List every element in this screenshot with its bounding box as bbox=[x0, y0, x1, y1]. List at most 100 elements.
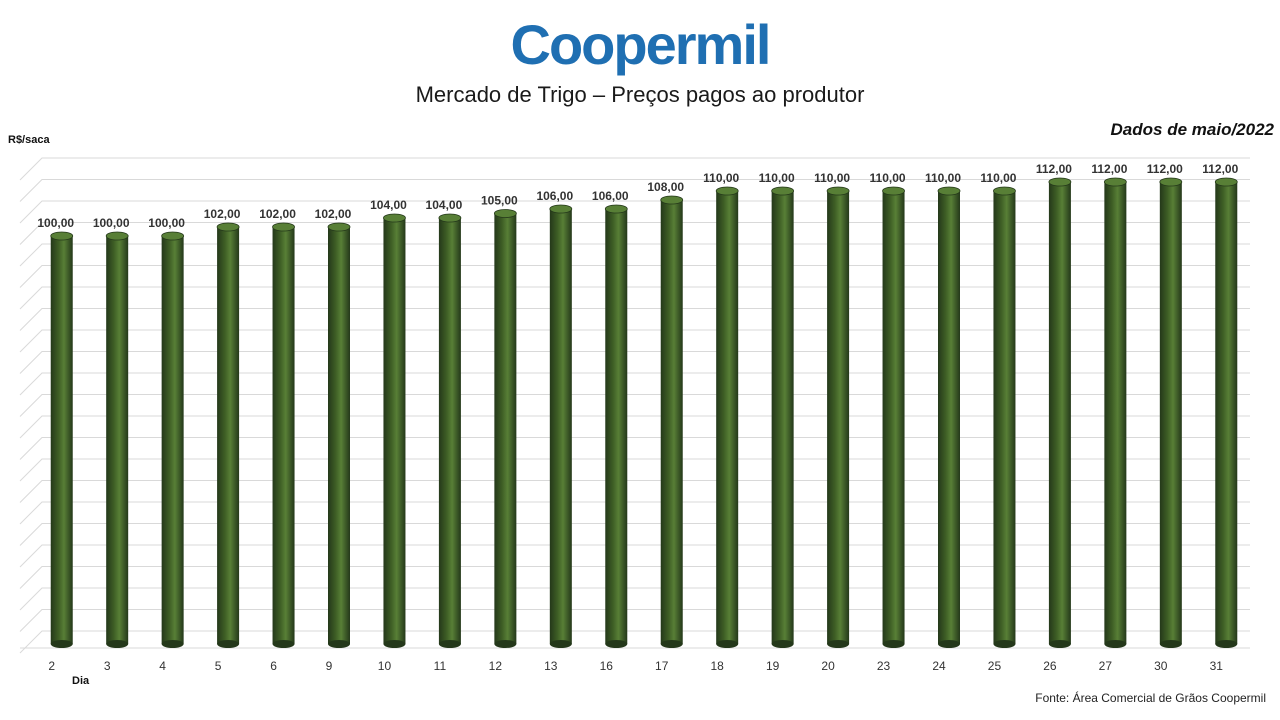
bar bbox=[105, 231, 129, 648]
bar-base bbox=[494, 640, 517, 648]
value-label: 112,00 bbox=[1202, 162, 1238, 176]
bar bbox=[660, 195, 684, 648]
bar bbox=[549, 204, 573, 648]
x-tick-label: 25 bbox=[988, 659, 1002, 673]
bar-body bbox=[993, 191, 1016, 644]
bar-body bbox=[716, 191, 739, 644]
bar-cap bbox=[993, 186, 1016, 196]
bar-body bbox=[217, 227, 240, 644]
x-tick-label: 18 bbox=[711, 659, 725, 673]
value-label: 110,00 bbox=[814, 171, 850, 185]
x-tick-label: 27 bbox=[1099, 659, 1113, 673]
bar-base bbox=[1159, 640, 1182, 648]
bar-body bbox=[106, 236, 129, 644]
bar-body bbox=[1215, 182, 1238, 644]
bar-base bbox=[217, 640, 240, 648]
bar-body bbox=[605, 209, 628, 644]
bar-base bbox=[383, 640, 406, 648]
bar-body bbox=[771, 191, 794, 644]
value-label: 102,00 bbox=[259, 207, 296, 221]
bar-cap bbox=[161, 231, 185, 241]
x-tick-label: 6 bbox=[270, 659, 277, 673]
bar-cap bbox=[216, 222, 240, 232]
bar-body bbox=[50, 236, 73, 644]
x-tick-label: 16 bbox=[600, 659, 614, 673]
bar-body bbox=[549, 209, 572, 644]
bar-cap bbox=[604, 204, 628, 214]
bar-body bbox=[494, 213, 517, 644]
bar-body bbox=[438, 218, 461, 644]
bar-cap bbox=[1159, 177, 1183, 187]
value-label: 100,00 bbox=[148, 216, 185, 230]
bar-body bbox=[328, 227, 350, 644]
coopermil-logo: Coopermil bbox=[0, 8, 1280, 80]
value-label: 106,00 bbox=[536, 189, 573, 203]
bar-cap bbox=[438, 213, 462, 223]
value-label: 110,00 bbox=[925, 171, 961, 185]
bar-body bbox=[1104, 182, 1127, 644]
bar-base bbox=[328, 640, 350, 648]
x-tick-label: 9 bbox=[326, 659, 333, 673]
bar-base bbox=[882, 640, 905, 648]
chart-subtitle: Dados de maio/2022 bbox=[1110, 120, 1274, 139]
bar-base bbox=[106, 640, 129, 648]
value-label: 105,00 bbox=[481, 194, 518, 208]
bar-base bbox=[716, 640, 739, 648]
bar bbox=[1159, 177, 1183, 648]
bar-base bbox=[660, 640, 683, 648]
bar bbox=[50, 231, 74, 648]
bar-base bbox=[161, 640, 184, 648]
x-tick-label: 17 bbox=[655, 659, 669, 673]
bar-cap bbox=[383, 213, 406, 223]
bar-cap bbox=[327, 222, 351, 232]
bar-cap bbox=[1048, 177, 1072, 187]
gridlines bbox=[19, 157, 1250, 654]
bar-cap bbox=[715, 186, 739, 196]
value-label: 110,00 bbox=[759, 171, 795, 185]
bar-body bbox=[827, 191, 850, 644]
bar-body bbox=[272, 227, 295, 644]
bar-body bbox=[882, 191, 905, 644]
bar bbox=[993, 186, 1016, 648]
bar-base bbox=[993, 640, 1016, 648]
x-tick-label: 3 bbox=[104, 659, 111, 673]
x-tick-label: 13 bbox=[544, 659, 558, 673]
bar bbox=[771, 186, 795, 648]
bar-base bbox=[1215, 640, 1238, 648]
chart-title: Mercado de Trigo – Preços pagos ao produ… bbox=[415, 82, 865, 107]
bar bbox=[715, 186, 739, 648]
x-tick-label: 26 bbox=[1043, 659, 1057, 673]
y-axis-label: R$/saca bbox=[8, 134, 50, 146]
bar-cap bbox=[105, 231, 129, 241]
value-label: 112,00 bbox=[1036, 162, 1072, 176]
value-label: 112,00 bbox=[1147, 162, 1183, 176]
x-tick-label: 11 bbox=[434, 659, 447, 673]
gridline bbox=[19, 179, 1250, 202]
x-tick-label: 12 bbox=[489, 659, 503, 673]
bar-base bbox=[1048, 640, 1071, 648]
bar-base bbox=[549, 640, 572, 648]
bar-body bbox=[383, 218, 406, 644]
value-label: 108,00 bbox=[647, 180, 684, 194]
bar bbox=[216, 222, 240, 648]
x-tick-label: 10 bbox=[378, 659, 392, 673]
value-label: 110,00 bbox=[870, 171, 906, 185]
value-label: 100,00 bbox=[37, 216, 74, 230]
x-tick-label: 23 bbox=[877, 659, 891, 673]
bar-cap bbox=[1103, 177, 1127, 187]
bar-base bbox=[605, 640, 628, 648]
bar-cap bbox=[826, 186, 850, 196]
bar bbox=[826, 186, 850, 648]
value-label: 104,00 bbox=[370, 198, 407, 212]
bar-base bbox=[938, 640, 960, 648]
bar-base bbox=[272, 640, 295, 648]
bar bbox=[327, 222, 351, 648]
bar-cap bbox=[1214, 177, 1238, 187]
x-tick-label: 30 bbox=[1154, 659, 1168, 673]
bar bbox=[1103, 177, 1127, 648]
bar-base bbox=[1104, 640, 1127, 648]
value-label: 110,00 bbox=[703, 171, 739, 185]
value-label: 104,00 bbox=[426, 198, 463, 212]
x-tick-labels: 2 3 4 5 6 9 10 11 12 13 16 17 18 19 20 23 24 25 26 27 30 31 bbox=[48, 659, 1223, 673]
